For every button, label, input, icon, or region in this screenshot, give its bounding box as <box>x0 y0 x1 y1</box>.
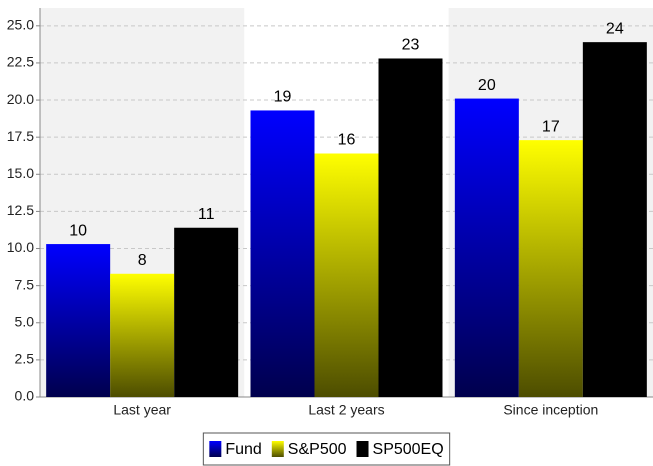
x-tick-label: Last 2 years <box>308 402 384 418</box>
y-tick-label: 10.0 <box>7 239 34 255</box>
legend-label: SP500EQ <box>373 441 444 458</box>
y-tick-label: 2.5 <box>15 351 35 367</box>
bar <box>582 42 647 397</box>
bar <box>174 227 239 397</box>
legend-swatch <box>271 441 284 457</box>
bar <box>378 58 443 397</box>
x-tick-label: Since inception <box>503 402 598 418</box>
bar <box>250 110 315 397</box>
value-label: 8 <box>138 252 147 269</box>
value-label: 16 <box>338 132 356 149</box>
value-label: 23 <box>402 37 420 54</box>
legend-label: Fund <box>225 441 261 458</box>
bar <box>46 244 111 397</box>
x-tick-label: Last year <box>113 402 171 418</box>
y-tick-label: 25.0 <box>7 17 34 33</box>
y-tick-label: 20.0 <box>7 91 34 107</box>
bar <box>110 273 175 397</box>
legend: Fund S&P500 SP500EQ <box>202 432 451 466</box>
bar <box>314 153 379 397</box>
legend-box <box>202 432 451 466</box>
value-label: 24 <box>606 20 624 37</box>
legend-label: S&P500 <box>288 441 347 458</box>
y-tick-label: 15.0 <box>7 165 34 181</box>
bar <box>518 140 583 397</box>
y-tick-label: 17.5 <box>7 128 34 144</box>
y-tick-label: 0.0 <box>15 388 35 404</box>
y-tick-label: 7.5 <box>15 276 35 292</box>
value-label: 17 <box>542 118 560 135</box>
value-label: 20 <box>478 77 496 94</box>
value-label: 19 <box>274 89 292 106</box>
bar <box>454 98 519 398</box>
y-tick-label: 22.5 <box>7 54 34 70</box>
value-label: 11 <box>198 206 215 223</box>
legend-swatch <box>209 441 222 457</box>
legend-swatch <box>356 441 369 457</box>
value-label: 10 <box>69 222 87 239</box>
y-tick-label: 5.0 <box>15 313 35 329</box>
y-tick-label: 12.5 <box>7 202 34 218</box>
